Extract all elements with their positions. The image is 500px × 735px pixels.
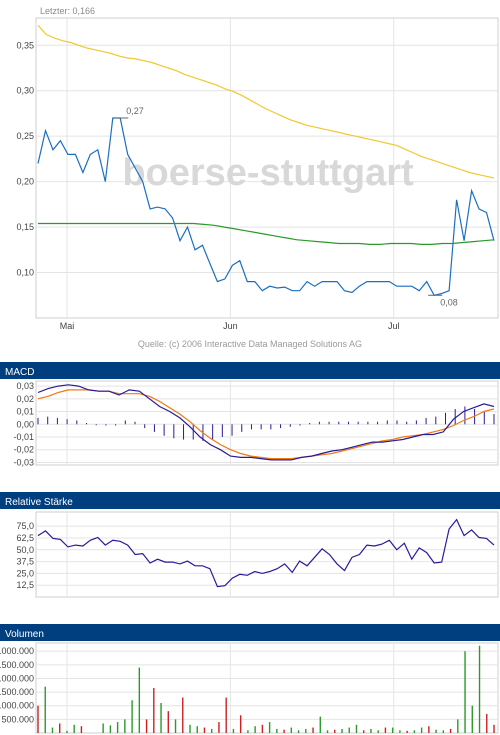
y-tick-label: -0,03: [13, 457, 34, 467]
y-tick-label: 0,10: [16, 268, 34, 278]
y-tick-label: 12,5: [16, 580, 34, 590]
y-tick-label: 1.500.000: [0, 687, 34, 697]
y-tick-label: 0,00: [16, 419, 34, 429]
volume-grid: [36, 643, 498, 733]
ma_long-line: [37, 24, 495, 179]
rsi-panel: Relative Stärke 75,0 62,5 50,0 37,525,0 12,5: [0, 492, 500, 598]
y-tick-label: 62,5: [16, 533, 34, 543]
last-price-label: Letzter: 0,166: [40, 6, 95, 16]
x-tick-label: Mai: [60, 321, 75, 331]
rsi-title: Relative Stärke: [5, 497, 73, 508]
y-tick-label: -0,01: [13, 432, 34, 442]
rsi-header: [0, 492, 500, 509]
macd-title: MACD: [5, 367, 34, 378]
y-tick-label: 0,01: [16, 407, 34, 417]
macd-lines: [37, 384, 495, 461]
y-tick-label: 1.000.000: [0, 701, 34, 711]
ma_short-line: [38, 222, 495, 245]
volume-title: Volumen: [5, 629, 44, 640]
volume-plot-area: [35, 642, 499, 734]
y-tick-label: 2.500.000: [0, 660, 34, 670]
macd-line: [37, 384, 495, 461]
macd-grid: [36, 381, 498, 465]
y-tick-label: 3.000.000: [0, 646, 34, 656]
price-plot-area: [35, 17, 499, 319]
price-panel: boerse-stuttgart 0,270,08 0,100,150,200,…: [16, 6, 499, 349]
price-y-axis: 0,10 0,15 0,20 0,25 0,30 0,35: [16, 40, 34, 277]
x-tick-label: Jun: [223, 321, 238, 331]
y-tick-label: 2.000.000: [0, 673, 34, 683]
price-x-axis: Mai Jun Jul: [60, 321, 400, 331]
price-lines: 0,27 0,08: [37, 24, 495, 307]
y-tick-label: 0,03: [16, 381, 34, 391]
y-tick-label: 0,15: [16, 222, 34, 232]
annotation-label: 0,08: [440, 297, 458, 307]
price-line: [37, 117, 495, 296]
y-tick-label: 75,0: [16, 521, 34, 531]
rsi-grid: [36, 512, 498, 597]
y-tick-label: 0,35: [16, 40, 34, 50]
annotation-label: 0,27: [126, 106, 144, 116]
rsi-y-axis: 75,0 62,5 50,0 37,525,0 12,5: [16, 521, 34, 590]
price-grid: [36, 18, 498, 318]
y-tick-label: 0,30: [16, 86, 34, 96]
rsi-lines: [37, 518, 495, 588]
y-tick-label: 0,20: [16, 177, 34, 187]
volume-header: [0, 624, 500, 641]
y-tick-label: 0,02: [16, 394, 34, 404]
y-tick-label: 0,25: [16, 131, 34, 141]
macd-panel: MACD 0,03 0,02 0,01 0,00 -0,01 -0,02 -0,03: [0, 362, 500, 467]
volume-bars: [37, 645, 495, 733]
watermark: boerse-stuttgart: [122, 152, 414, 194]
volume-y-axis: 3.000.000 2.500.000 2.000.000 1.500.000 1.00…: [0, 646, 34, 724]
volume-panel: Volumen 3.000.000 2.500.000 2.000.000 1.500…: [0, 624, 500, 734]
macd-header: [0, 362, 500, 379]
y-tick-label: 37,5: [16, 557, 34, 567]
source-label: Quelle: (c) 2006 Interactive Data Manage…: [138, 339, 362, 349]
rsi-line: [37, 518, 495, 588]
macd-y-axis: 0,03 0,02 0,01 0,00 -0,01 -0,02 -0,03: [13, 381, 34, 467]
macd-plot-area: [35, 380, 499, 466]
y-tick-label: 25,0: [16, 568, 34, 578]
signal-line: [37, 389, 495, 460]
y-tick-label: 500.000: [1, 714, 34, 724]
y-tick-label: -0,02: [13, 445, 34, 455]
y-tick-label: 50,0: [16, 545, 34, 555]
x-tick-label: Jul: [388, 321, 400, 331]
